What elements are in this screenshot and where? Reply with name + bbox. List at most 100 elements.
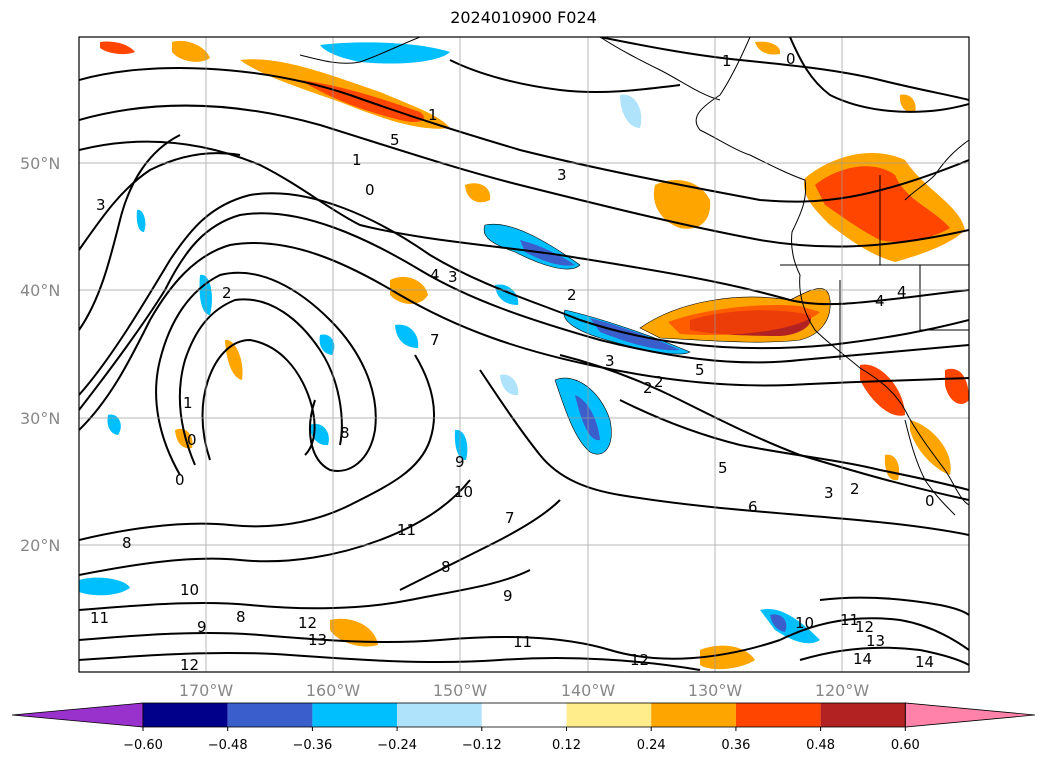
lat-label: 30°N	[20, 409, 60, 428]
contour-label: 5	[390, 131, 400, 149]
colorbar-segment	[735, 703, 821, 727]
lon-label: 120°W	[815, 681, 870, 700]
colorbar-tick-label: −0.12	[462, 738, 502, 753]
contour-label: 1	[722, 52, 732, 70]
shade-warm-blob-3	[172, 40, 210, 62]
shade-warm-blob-11	[225, 339, 243, 380]
longitude-labels: 170°W 160°W 150°W 140°W 130°W 120°W	[179, 681, 870, 700]
shade-outline	[483, 223, 831, 455]
colorbar-segment	[312, 703, 398, 727]
shade-warm-blob-14	[899, 94, 916, 113]
lat-label: 50°N	[20, 154, 60, 173]
shade-warm-blob-7	[910, 420, 951, 475]
contour-label: 3	[96, 196, 106, 214]
lon-label: 140°W	[561, 681, 616, 700]
gridlines	[79, 37, 969, 672]
colorbar-segment	[566, 703, 652, 727]
shade-warm-blob-1	[653, 180, 711, 229]
contour-label: 10	[795, 614, 814, 632]
contour-label: 9	[197, 618, 207, 636]
colorbar-tick-label: −0.48	[208, 738, 248, 753]
contour-label: 0	[365, 181, 375, 199]
contour-label: 2	[567, 286, 577, 304]
lon-label: 160°W	[306, 681, 361, 700]
lat-label: 40°N	[20, 281, 60, 300]
shade-cool-aleutian	[320, 42, 450, 64]
colorbar-tick-label: −0.24	[377, 738, 417, 753]
shade-warm-blob-10	[330, 618, 378, 647]
shade-warm-nw-core	[815, 166, 950, 242]
contour-label: 1	[352, 151, 362, 169]
shade-warm-aleutian-core	[300, 80, 424, 123]
shade-cool-blob-3	[395, 324, 419, 348]
lat-label: 20°N	[20, 536, 60, 555]
shade-warm-blob-4	[100, 41, 135, 55]
colorbar-segment	[481, 703, 567, 727]
contour-label: 8	[122, 534, 132, 552]
colorbar: −0.60 −0.48 −0.36 −0.24 −0.12 0.12 0.24 0.36 0.4…	[11, 702, 1036, 753]
contour-label: 4	[897, 283, 907, 301]
contour-label: 3	[448, 268, 458, 286]
contour-label: 3	[605, 352, 615, 370]
colorbar-tick-label: −0.36	[292, 738, 332, 753]
contour-label: 0	[175, 471, 185, 489]
shade-cool-blob-10	[136, 209, 146, 232]
shade-cool-blob-8	[107, 414, 121, 435]
contour-label: 0	[786, 50, 796, 68]
colorbar-extend-low	[11, 702, 144, 728]
contour-label: 11	[840, 611, 859, 629]
contour-label: 2	[643, 379, 653, 397]
contour-label: 7	[505, 509, 515, 527]
colorbar-tick-label: −0.60	[123, 738, 163, 753]
contour-label: 12	[298, 614, 317, 632]
contour-label: 11	[90, 609, 109, 627]
colorbar-outline	[142, 702, 906, 728]
contour-label: 0	[187, 431, 197, 449]
contour-label: 10	[180, 581, 199, 599]
map-background	[79, 37, 969, 672]
contour-label: 14	[915, 653, 934, 671]
shade-cool-blob-9	[319, 334, 335, 355]
colorbar-tick-label: 0.36	[721, 738, 750, 753]
shade-cool-blob-6	[454, 429, 468, 460]
contour-label: 2	[222, 284, 232, 302]
colorbar-tick-label: 0.24	[637, 738, 666, 753]
contour-label: 4	[430, 266, 440, 284]
colorbar-segment	[143, 703, 228, 727]
contour-label: 13	[308, 631, 327, 649]
contour-label: 12	[855, 618, 874, 636]
contour-label: 12	[180, 656, 199, 674]
contour-label: 12	[630, 651, 649, 669]
shade-cool-blob-5	[500, 374, 519, 396]
coastlines	[299, 37, 969, 516]
contour-label: 3	[557, 166, 567, 184]
colorbar-segment	[820, 703, 906, 727]
contour-label: 4	[875, 292, 885, 310]
contour-label: 9	[455, 453, 465, 471]
lon-label: 130°W	[688, 681, 743, 700]
shade-warm-blob-6	[860, 364, 905, 416]
map-frame	[78, 36, 970, 673]
contour-label: 13	[866, 632, 885, 650]
colorbar-tick-label: 0.48	[806, 738, 835, 753]
contour-label: 2	[654, 373, 664, 391]
contour-labels: 1 0 3 2 5 3 4 3 2 7 8 1 0 8 9 10 11 7 9 …	[90, 50, 935, 674]
contour-label: 1	[428, 106, 438, 124]
lon-label: 150°W	[433, 681, 488, 700]
contour-label: 11	[397, 521, 416, 539]
colorbar-tick-label: 0.60	[891, 738, 920, 753]
contour-label: 5	[718, 459, 728, 477]
colorbar-segment	[397, 703, 482, 727]
shade-cool-southwest	[79, 577, 130, 596]
contour-label: 5	[695, 361, 705, 379]
map-title: 2024010900 F024	[450, 8, 597, 27]
colorbar-segment	[227, 703, 313, 727]
shade-warm-jet-mid	[668, 304, 820, 336]
contour-label: 2	[850, 480, 860, 498]
contour-label: 3	[824, 484, 834, 502]
latitude-labels: 50°N 40°N 30°N 20°N	[20, 154, 60, 555]
contour-label: 7	[430, 331, 440, 349]
contour-label: 8	[340, 424, 350, 442]
shade-warm-blob-12	[175, 428, 193, 449]
contour-label: 8	[236, 608, 246, 626]
